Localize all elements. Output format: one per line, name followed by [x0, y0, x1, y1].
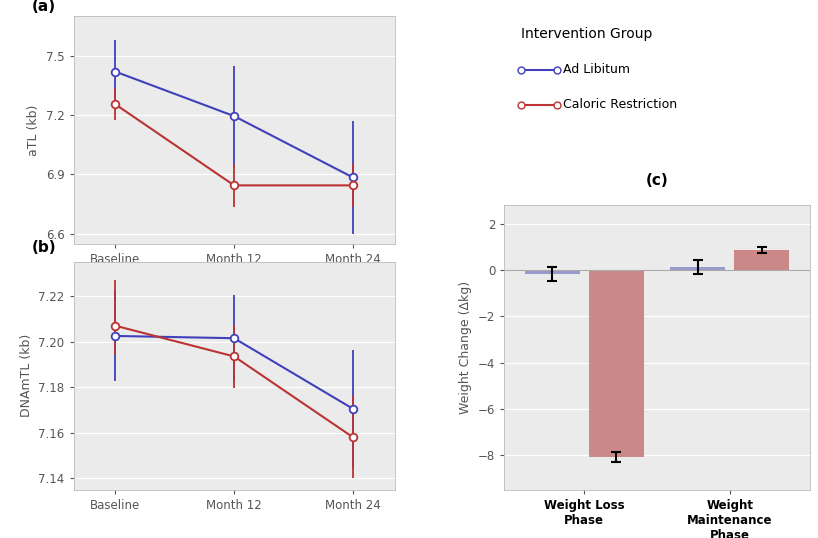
Y-axis label: DNAmTL (kb): DNAmTL (kb)	[20, 334, 33, 417]
Text: Ad Libitum: Ad Libitum	[563, 63, 630, 76]
Y-axis label: Weight Change (Δkg): Weight Change (Δkg)	[459, 281, 472, 414]
Y-axis label: aTL (kb): aTL (kb)	[27, 104, 40, 155]
Text: Caloric Restriction: Caloric Restriction	[563, 98, 677, 111]
Bar	[734, 250, 789, 270]
Text: (c): (c)	[645, 173, 668, 188]
Text: Intervention Group: Intervention Group	[520, 27, 652, 41]
Bar	[524, 270, 580, 274]
Text: (a): (a)	[32, 0, 56, 14]
Bar	[670, 267, 726, 270]
Text: (b): (b)	[32, 240, 56, 255]
Bar	[589, 270, 644, 457]
